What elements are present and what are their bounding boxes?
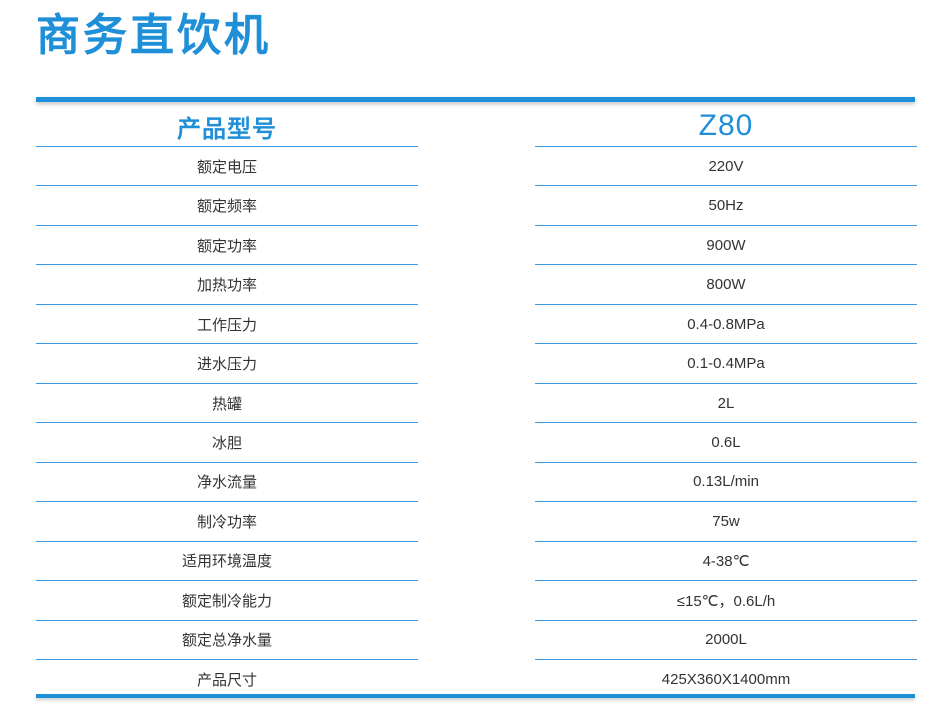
spec-value: 50Hz [535,186,917,226]
spec-value: 2000L [535,621,917,661]
top-divider [36,97,915,102]
spec-label: 净水流量 [36,463,418,503]
spec-label: 额定功率 [36,226,418,266]
spec-label: 适用环境温度 [36,542,418,582]
spec-label: 产品尺寸 [196,671,257,690]
spec-label: 热罐 [36,384,418,424]
bottom-divider [36,694,915,698]
spec-values-list: 220V 50Hz 900W 800W 0.4-0.8MPa 0.1-0.4MPa 2L 0.… [535,147,917,700]
spec-value: 220V [535,147,917,187]
header-label: 产品型号 [36,106,418,147]
spec-value: 0.1-0.4MPa [535,344,917,384]
spec-label: 额定制冷能力 [36,581,418,621]
spec-value: 800W [535,265,917,305]
header-value: Z80 [535,106,917,147]
spec-labels-list: 额定电压 额定频率 额定功率 加热功率 工作压力 进水压力 热罐 冰胆 净水流量 制冷功率 适用环境… [36,147,418,700]
spec-label: 进水压力 [36,344,418,384]
spec-label: 加热功率 [36,265,418,305]
spec-value: ≤15℃，0.6L/h [535,581,917,621]
spec-value: 0.6L [535,423,917,463]
spec-label: 额定总净水量 [36,621,418,661]
spec-value: 2L [535,384,917,424]
spec-value: 425X360X1400mm [661,671,791,689]
spec-label: 额定电压 [36,147,418,187]
spec-value: 75w [535,502,917,542]
spec-value: 4-38℃ [535,542,917,582]
spec-value: 0.13L/min [535,463,917,503]
spec-value: 900W [535,226,917,266]
spec-labels-column: 产品型号 额定电压 额定频率 额定功率 加热功率 工作压力 进水压力 热罐 冰胆 净水流量 制冷功… [36,106,418,700]
spec-value: 0.4-0.8MPa [535,305,917,345]
spec-label: 额定频率 [36,186,418,226]
spec-label: 冰胆 [36,423,418,463]
page-title: 商务直饮机 [36,10,271,61]
spec-label: 工作压力 [36,305,418,345]
spec-values-column: Z80 220V 50Hz 900W 800W 0.4-0.8MPa 0.1-0.4MPa… [535,106,917,700]
spec-label: 制冷功率 [36,502,418,542]
